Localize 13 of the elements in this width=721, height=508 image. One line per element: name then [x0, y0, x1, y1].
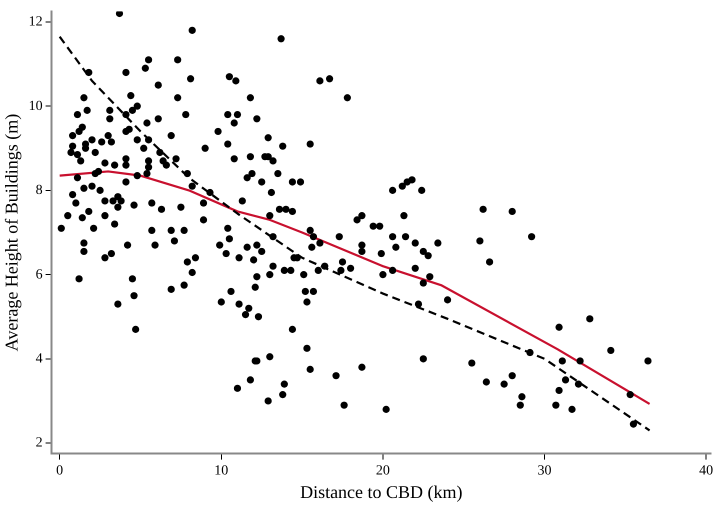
y-tick-label: 2 — [36, 436, 43, 451]
x-tick-label: 10 — [214, 464, 228, 479]
x-tick-label: 0 — [56, 464, 64, 479]
y-tick-label: 12 — [28, 14, 43, 30]
x-tick-label: 40 — [699, 464, 714, 479]
x-tick-label: 20 — [376, 464, 390, 479]
x-tick-label: 30 — [538, 464, 552, 479]
x-axis-title: Distance to CBD (km) — [300, 482, 463, 502]
y-tick-label: 10 — [28, 98, 43, 114]
y-tick-label: 6 — [36, 267, 43, 282]
y-axis-title: Average Height of Buildings (m) — [2, 114, 22, 352]
y-tick-label: 8 — [36, 183, 43, 198]
y-tick-label: 4 — [36, 352, 43, 367]
